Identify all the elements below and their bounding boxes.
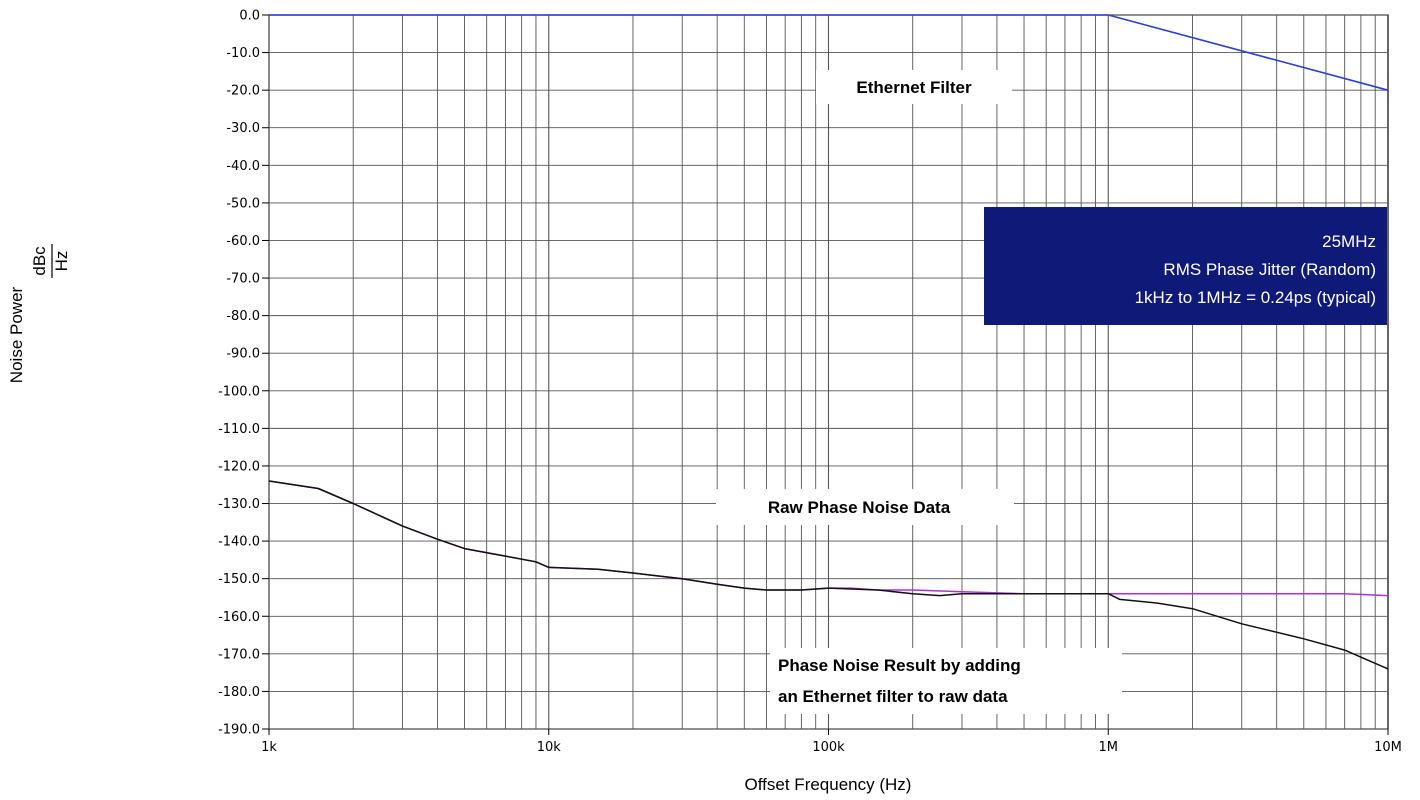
y-tick-label: 0.0 xyxy=(239,9,260,24)
tick-labels: 0.0 -10.0 -20.0 -30.0 -40.0 -50.0 -60.0 -70.0 -8… xyxy=(218,9,1402,756)
y-axis-unit-numerator: dBc xyxy=(30,246,49,276)
ethernet-filter-line xyxy=(269,14,1389,91)
y-tick-label: -10.0 xyxy=(226,46,260,61)
y-tick-label: -110.0 xyxy=(218,422,260,437)
y-tick-label: -160.0 xyxy=(218,610,260,625)
jitter-info-box xyxy=(984,207,1387,325)
y-axis-unit-denominator: Hz xyxy=(52,251,71,272)
raw-phase-noise-label-bg xyxy=(716,489,1014,525)
y-tick-label: -170.0 xyxy=(218,647,260,662)
raw-phase-noise-label: Raw Phase Noise Data xyxy=(768,498,951,517)
y-tick-label: -40.0 xyxy=(226,159,260,174)
y-tick-label: -100.0 xyxy=(218,384,260,399)
y-tick-label: -180.0 xyxy=(218,685,260,700)
y-tick-label: -70.0 xyxy=(226,272,260,287)
y-tick-label: -150.0 xyxy=(218,572,260,587)
y-tick-label: -30.0 xyxy=(226,121,260,136)
y-tick-label: -120.0 xyxy=(218,459,260,474)
y-axis-title-text: Noise Power xyxy=(7,286,26,383)
y-tick-label: -60.0 xyxy=(226,234,260,249)
x-axis-title: Offset Frequency (Hz) xyxy=(745,775,912,794)
x-tick-label: 1M xyxy=(1099,740,1119,755)
jitter-info-title: RMS Phase Jitter (Random) xyxy=(1163,260,1376,279)
x-tick-label: 1k xyxy=(261,740,277,755)
y-tick-label: -90.0 xyxy=(226,347,260,362)
phase-noise-result-label-line1: Phase Noise Result by adding xyxy=(778,656,1021,675)
x-tick-label: 100k xyxy=(812,740,845,755)
ethernet-filter-label-bg xyxy=(816,70,1012,104)
phase-noise-result-label-bg xyxy=(770,648,1122,714)
grid xyxy=(262,14,1389,735)
y-axis-title: Noise Power dBc Hz xyxy=(7,244,71,383)
x-tick-label: 10k xyxy=(537,740,562,755)
phase-noise-result-line xyxy=(268,480,1389,670)
phase-noise-result-label-line2: an Ethernet filter to raw data xyxy=(778,687,1008,706)
y-tick-label: -190.0 xyxy=(218,723,260,738)
jitter-info-value: 1kHz to 1MHz = 0.24ps (typical) xyxy=(1135,288,1376,307)
series-lines xyxy=(268,14,1389,670)
y-tick-label: -20.0 xyxy=(226,84,260,99)
y-tick-label: -50.0 xyxy=(226,196,260,211)
ethernet-filter-label: Ethernet Filter xyxy=(856,78,972,97)
x-tick-label: 10M xyxy=(1374,740,1402,755)
y-tick-label: -130.0 xyxy=(218,497,260,512)
y-tick-label: -80.0 xyxy=(226,309,260,324)
y-tick-label: -140.0 xyxy=(218,535,260,550)
jitter-info-frequency: 25MHz xyxy=(1322,232,1376,251)
